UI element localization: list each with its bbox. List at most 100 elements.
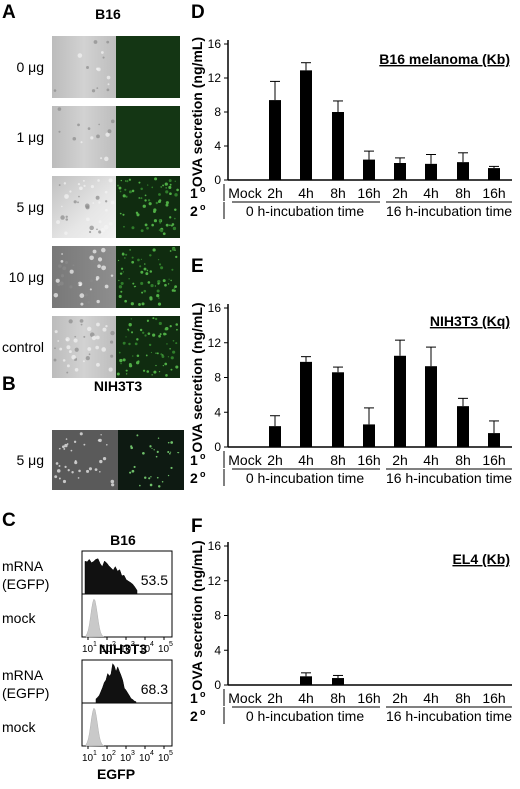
gfp-cell: [155, 455, 158, 458]
brightfield-cell: [108, 178, 113, 183]
gfp-cell: [161, 355, 165, 359]
histogram-title: B16: [110, 532, 136, 548]
brightfield-cell: [91, 229, 93, 232]
gfp-cell: [143, 267, 147, 271]
gfp-cell: [149, 445, 152, 448]
row-label-superscript: o: [200, 707, 206, 717]
gfp-cell: [156, 293, 160, 298]
brightfield-cell: [62, 479, 67, 484]
row-label-secondary: 2: [190, 203, 198, 219]
brightfield-cell: [86, 469, 90, 473]
gfp-cell: [172, 339, 175, 342]
row-label-superscript: o: [200, 451, 206, 461]
gfp-cell: [151, 223, 154, 227]
gfp-cell: [160, 266, 164, 270]
brightfield-cell: [69, 269, 74, 274]
gfp-cell: [165, 203, 169, 207]
brightfield-cell: [72, 136, 77, 141]
gfp-cell: [122, 213, 125, 216]
category-label: 4h: [298, 452, 314, 468]
gfp-cell: [162, 279, 166, 283]
gfp-cell: [177, 452, 179, 454]
gfp-cell: [156, 289, 160, 293]
panel-letter-c: C: [2, 510, 16, 531]
gfp-cell: [144, 476, 147, 479]
gfp-cell: [156, 450, 159, 453]
y-tick-label: 12: [208, 336, 222, 350]
gfp-cell: [118, 351, 121, 354]
gfp-cell: [162, 364, 165, 367]
category-label: 2h: [267, 452, 283, 468]
gfp-cell: [164, 362, 168, 366]
bar: [457, 406, 469, 447]
brightfield-cell: [77, 53, 83, 58]
brightfield-cell: [106, 75, 111, 80]
brightfield-cell: [110, 340, 114, 344]
gfp-cell: [169, 452, 171, 455]
brightfield-cell: [108, 221, 113, 226]
brightfield-cell: [77, 283, 80, 286]
gfp-cell: [154, 285, 157, 287]
brightfield-cell: [60, 215, 65, 220]
brightfield-cell: [105, 132, 110, 137]
gfp-cell: [177, 451, 180, 454]
brightfield-image: [52, 430, 118, 490]
brightfield-cell: [79, 186, 83, 191]
gfp-cell: [165, 187, 167, 189]
brightfield-cell: [88, 230, 92, 234]
gfp-cell: [167, 356, 170, 358]
gfp-cell: [150, 283, 154, 288]
gfp-cell: [160, 229, 164, 233]
gfp-cell: [150, 476, 152, 478]
group-label: 16 h-incubation time: [386, 203, 512, 219]
mock-histogram: [85, 707, 105, 747]
brightfield-cell: [85, 356, 90, 361]
gfp-cell: [128, 278, 130, 280]
gfp-cell: [145, 272, 149, 276]
bar: [269, 100, 281, 180]
gfp-cell: [128, 178, 132, 181]
gfp-cell: [158, 229, 161, 231]
gfp-cell: [140, 197, 143, 200]
x-tick-label: 10: [120, 753, 132, 764]
brightfield-cell: [71, 471, 74, 474]
gfp-cell: [125, 195, 128, 198]
x-tick-label: 10: [139, 753, 151, 764]
brightfield-cell: [69, 190, 72, 193]
gfp-cell: [155, 364, 157, 367]
brightfield-cell: [107, 129, 112, 134]
brightfield-cell: [99, 459, 103, 464]
panel-a-row-label: 5 μg: [16, 199, 44, 215]
gfp-cell: [138, 197, 141, 199]
brightfield-cell: [97, 257, 103, 262]
bar: [300, 361, 312, 447]
chart-title: NIH3T3 (Kq): [430, 313, 510, 329]
gfp-cell: [130, 318, 132, 320]
gfp-cell: [147, 281, 151, 284]
gfp-cell: [150, 351, 153, 354]
brightfield-cell: [65, 438, 68, 440]
category-label: 16h: [357, 452, 380, 468]
bar: [425, 366, 437, 447]
y-tick-label: 0: [214, 440, 221, 454]
x-tick-exponent: 2: [112, 750, 116, 757]
gfp-cell: [165, 201, 169, 205]
brightfield-cell: [110, 479, 115, 484]
category-label: 16h: [482, 185, 505, 201]
brightfield-cell: [72, 264, 75, 267]
brightfield-cell: [62, 266, 67, 271]
gfp-cell: [118, 294, 122, 299]
y-tick-label: 12: [208, 71, 222, 85]
panel-a-image-rows: 0 μg 1 μg 5 μg 10 μg control: [2, 36, 180, 378]
bar: [300, 70, 312, 180]
gfp-cell: [118, 279, 120, 282]
fluorescence-image: [116, 106, 180, 168]
gfp-cell: [158, 321, 162, 326]
gfp-cell: [159, 333, 162, 336]
gfp-cell: [121, 252, 125, 255]
gfp-cell: [137, 258, 140, 262]
gfp-cell: [130, 302, 134, 306]
y-axis-label: OVA secretion (ng/mL): [189, 37, 205, 187]
